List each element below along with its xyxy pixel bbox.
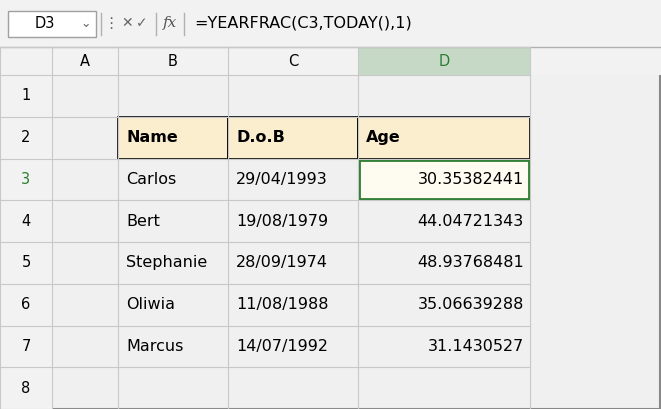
Text: 14/07/1992: 14/07/1992 bbox=[236, 339, 328, 354]
Text: 2: 2 bbox=[21, 130, 30, 145]
Text: Age: Age bbox=[366, 130, 401, 145]
FancyBboxPatch shape bbox=[0, 47, 661, 75]
Text: 19/08/1979: 19/08/1979 bbox=[236, 213, 328, 229]
Text: B: B bbox=[168, 54, 178, 68]
Text: =YEARFRAC(C3,TODAY(),1): =YEARFRAC(C3,TODAY(),1) bbox=[194, 16, 412, 31]
Text: 8: 8 bbox=[21, 381, 30, 396]
Text: D3: D3 bbox=[35, 16, 55, 31]
Text: 1: 1 bbox=[21, 88, 30, 103]
Text: Carlos: Carlos bbox=[126, 172, 176, 187]
Text: Bert: Bert bbox=[126, 213, 160, 229]
Text: 44.04721343: 44.04721343 bbox=[418, 213, 524, 229]
Text: 35.06639288: 35.06639288 bbox=[418, 297, 524, 312]
Text: 11/08/1988: 11/08/1988 bbox=[236, 297, 329, 312]
Text: C: C bbox=[288, 54, 298, 68]
FancyBboxPatch shape bbox=[358, 159, 530, 200]
Text: ✕: ✕ bbox=[121, 16, 133, 31]
Text: Name: Name bbox=[126, 130, 178, 145]
Text: 30.35382441: 30.35382441 bbox=[418, 172, 524, 187]
Text: 31.1430527: 31.1430527 bbox=[428, 339, 524, 354]
Text: Stephanie: Stephanie bbox=[126, 255, 208, 270]
Text: fx: fx bbox=[163, 16, 177, 31]
Text: ✓: ✓ bbox=[136, 16, 148, 31]
Text: 29/04/1993: 29/04/1993 bbox=[236, 172, 328, 187]
FancyBboxPatch shape bbox=[0, 47, 52, 409]
Text: Marcus: Marcus bbox=[126, 339, 183, 354]
FancyBboxPatch shape bbox=[0, 0, 661, 47]
FancyBboxPatch shape bbox=[118, 117, 530, 159]
Text: ⌄: ⌄ bbox=[81, 17, 91, 30]
Text: ⋮: ⋮ bbox=[103, 16, 118, 31]
Text: 3: 3 bbox=[21, 172, 30, 187]
Text: 48.93768481: 48.93768481 bbox=[417, 255, 524, 270]
Text: 28/09/1974: 28/09/1974 bbox=[236, 255, 328, 270]
Text: Oliwia: Oliwia bbox=[126, 297, 175, 312]
Text: 7: 7 bbox=[21, 339, 30, 354]
Text: D.o.B: D.o.B bbox=[236, 130, 285, 145]
Text: 6: 6 bbox=[21, 297, 30, 312]
Text: 5: 5 bbox=[21, 255, 30, 270]
Text: 4: 4 bbox=[21, 213, 30, 229]
FancyBboxPatch shape bbox=[358, 47, 530, 75]
FancyBboxPatch shape bbox=[8, 11, 96, 36]
Text: D: D bbox=[438, 54, 449, 68]
Text: A: A bbox=[80, 54, 90, 68]
